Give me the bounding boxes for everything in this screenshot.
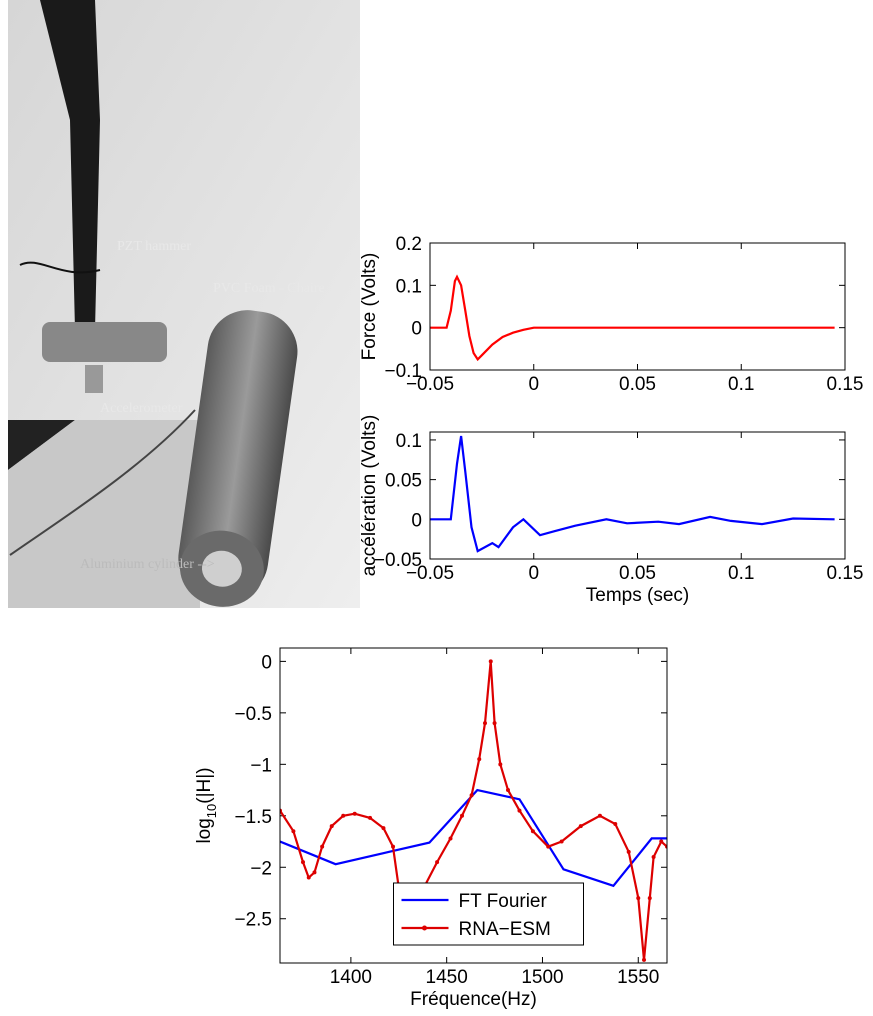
point <box>320 844 325 849</box>
point <box>651 854 656 859</box>
table <box>8 420 200 608</box>
x-tick-label: −0.05 <box>406 563 454 584</box>
accelerometer <box>85 365 103 393</box>
point <box>498 762 503 767</box>
x-tick-label: 0 <box>528 563 539 584</box>
y-tick-label: −2 <box>250 858 272 879</box>
point <box>435 860 440 865</box>
y-tick-label: −1.5 <box>234 807 272 828</box>
chart: −0.05 0 0.05 0.1 0.15 −0.1 0 0.1 0.2 Force (Volts… <box>359 234 863 395</box>
series-line <box>280 788 667 888</box>
point <box>505 788 510 793</box>
point <box>300 860 305 865</box>
plot-area <box>430 243 845 370</box>
point <box>642 957 647 962</box>
y-axis-label-part: 10 <box>204 804 219 818</box>
legend-box <box>393 882 584 946</box>
legend-label: FT Fourier <box>459 891 548 912</box>
x-tick-label: 0.05 <box>619 374 656 395</box>
y-tick-label: −0.05 <box>374 550 422 571</box>
x-tick-label: 1550 <box>617 967 659 988</box>
y-tick-label: 0.1 <box>396 431 422 452</box>
y-tick-label: −1 <box>250 755 272 776</box>
series-line <box>430 435 835 553</box>
photo-label: Accelerometer <box>100 401 183 416</box>
x-tick-label: 0.15 <box>827 563 864 584</box>
y-axis-label-part: (|H|) <box>194 767 215 803</box>
x-tick-label: 1400 <box>330 967 372 988</box>
y-tick-label: 0.05 <box>385 471 422 492</box>
point <box>626 849 631 854</box>
x-tick-label: 0.1 <box>728 374 754 395</box>
foam-cylinder <box>178 310 298 607</box>
x-tick-label: 1450 <box>426 967 468 988</box>
point <box>477 757 482 762</box>
point <box>482 721 487 726</box>
point <box>488 659 493 664</box>
point <box>469 793 474 798</box>
cable <box>19 261 101 274</box>
point <box>391 844 396 849</box>
y-tick-label: 0 <box>411 319 422 340</box>
plot-frame <box>429 431 846 560</box>
hammer <box>40 0 100 330</box>
y-tick-label: −0.5 <box>234 704 272 725</box>
photo: PZT hammer PVC Foam - Chaire Acceleromet… <box>8 0 360 608</box>
plot-frame <box>279 647 668 964</box>
y-tick-label: 0.2 <box>396 234 422 255</box>
chart: −0.05 0 0.05 0.1 0.15 −0.05 0 0.05 0.1 Temps (sec… <box>359 415 863 606</box>
point <box>460 813 465 818</box>
point <box>381 826 386 831</box>
x-tick-label: −0.05 <box>406 374 454 395</box>
cable <box>9 409 196 556</box>
point <box>517 808 522 813</box>
x-tick-label: 1500 <box>521 967 563 988</box>
x-axis-label: Fréquence(Hz) <box>410 989 537 1010</box>
y-tick-label: 0.1 <box>396 276 422 297</box>
point <box>546 844 551 849</box>
point <box>352 811 357 816</box>
point <box>559 839 564 844</box>
plot-frame <box>429 242 846 371</box>
point <box>530 829 535 834</box>
point <box>578 824 583 829</box>
plot-area <box>430 432 845 559</box>
series-line <box>280 661 667 961</box>
photo-label: PZT hammer <box>117 239 191 254</box>
y-tick-label: −0.1 <box>384 361 422 382</box>
photo-label: PVC Foam - Chaire <box>213 281 325 296</box>
point <box>448 836 453 841</box>
point <box>597 813 602 818</box>
point <box>659 839 664 844</box>
point <box>329 824 334 829</box>
series-line <box>430 274 835 362</box>
point <box>291 829 296 834</box>
point <box>647 896 652 901</box>
x-tick-label: 0.15 <box>827 374 864 395</box>
photo-label: Aluminium cylinder --> <box>80 557 215 572</box>
point <box>341 813 346 818</box>
point <box>492 721 497 726</box>
y-tick-label: −2.5 <box>234 910 272 931</box>
legend-label: RNA−ESM <box>459 919 551 940</box>
point <box>368 815 373 820</box>
x-tick-label: 0 <box>528 374 539 395</box>
x-axis-label: Temps (sec) <box>586 585 689 606</box>
y-axis-label: accélération (Volts) <box>359 415 380 577</box>
y-axis-label: Force (Volts) <box>359 253 380 361</box>
hammer-head <box>42 322 167 362</box>
point <box>613 822 618 827</box>
chart: 1400 1450 1500 1550 −2.5 −2 −1.5 −1 −0.5 0 Fréquen… <box>194 647 668 1010</box>
x-tick-label: 0.1 <box>728 563 754 584</box>
point <box>306 875 311 880</box>
point <box>636 896 641 901</box>
y-tick-label: 0 <box>261 652 272 673</box>
point <box>312 870 317 875</box>
legend-marker <box>422 925 427 931</box>
x-tick-label: 0.05 <box>619 563 656 584</box>
y-tick-label: 0 <box>411 510 422 531</box>
y-axis-label-part: log <box>194 818 215 843</box>
y-axis-label: log10(|H|) <box>194 767 219 843</box>
